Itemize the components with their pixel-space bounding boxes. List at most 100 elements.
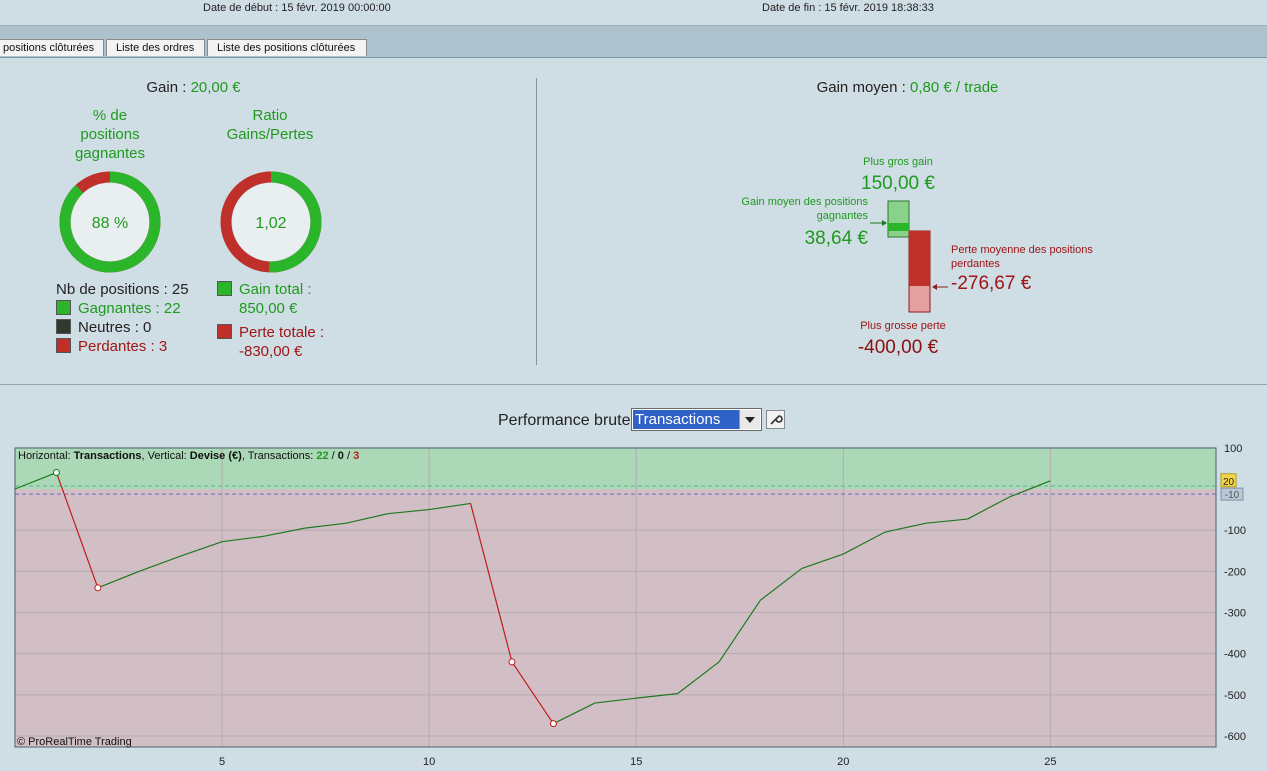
equity-segment-10 <box>387 508 430 515</box>
equity-segment-20 <box>801 553 844 570</box>
ratio-donut-value: 1,02 <box>255 215 286 232</box>
equity-segment-3 <box>97 570 140 589</box>
pct-donut-win-arc <box>59 171 161 273</box>
ratio-donut-win-arc <box>220 171 322 273</box>
biggest-gain-value: 150,00 € <box>861 173 935 194</box>
y-tick-label--400: -400 <box>1224 649 1246 661</box>
equity-point-1 <box>52 469 60 477</box>
info-mid: , Vertical: <box>142 450 190 462</box>
info-losses: 3 <box>353 450 359 462</box>
neutral-swatch <box>56 319 71 334</box>
performance-label: Performance brute <box>498 412 631 429</box>
avg-win-arrowhead <box>882 220 887 226</box>
equity-segment-18 <box>718 599 761 663</box>
equity-segment-21 <box>842 531 885 555</box>
avg-gain-value: 0,80 € / trade <box>909 79 999 96</box>
start-date: Date de début : 15 févr. 2019 00:00:00 <box>203 2 391 14</box>
current-value-badge <box>1220 473 1237 488</box>
info-vertical-value: Devise (€) <box>190 450 242 462</box>
positive-area <box>15 448 1216 489</box>
tab-liste-positions-cloturees[interactable]: Liste des positions clôturées <box>207 39 367 56</box>
gain-label: Gain : <box>146 79 187 96</box>
tab-positions-cloturees[interactable]: positions clôturées <box>0 39 104 56</box>
equity-segment-19 <box>760 567 803 601</box>
total-gain-label: Gain total : <box>239 281 312 298</box>
x-tick-label-5: 5 <box>219 756 225 768</box>
biggest-loss-value: -400,00 € <box>857 337 939 358</box>
chart-info-text: Horizontal: Transactions, Vertical: Devi… <box>18 450 359 462</box>
ref-value-text: -10 <box>1225 490 1240 501</box>
end-date-value: 15 févr. 2019 18:38:33 <box>824 2 934 14</box>
equity-chart: 5 10 15 20 25100-100-200-300-400-500-60020-1… <box>14 443 1246 768</box>
avg-gain-header: Gain moyen : 0,80 € / trade <box>780 79 1035 96</box>
equity-segment-4 <box>139 555 181 572</box>
pct-donut-center <box>71 183 149 261</box>
avg-loss-label-line1: Perte moyenne des positions <box>951 244 1093 256</box>
equity-segment-8 <box>304 522 347 529</box>
nb-positions: Nb de positions : 25 <box>56 281 189 298</box>
avg-loss-label-line2: perdantes <box>951 258 1000 270</box>
avg-win-label: Gain moyen des positions gagnantes <box>720 195 868 223</box>
end-date-label: Date de fin : <box>762 2 822 14</box>
losers-count: Perdantes : 3 <box>78 338 168 355</box>
avg-win-label-line2: gagnantes <box>816 210 868 222</box>
x-tick-label-10: 10 <box>423 756 435 768</box>
gain-loss-bars <box>870 200 948 313</box>
info-horizontal-value: Transactions <box>74 450 142 462</box>
total-gain-swatch <box>217 281 232 296</box>
info-prefix: Horizontal: <box>18 450 74 462</box>
total-gain-value: 850,00 € <box>239 300 298 317</box>
pct-title-line3: gagnantes <box>74 145 146 162</box>
avg-win-bar <box>888 223 909 231</box>
pct-winners-title: % de positions gagnantes <box>50 106 170 163</box>
equity-segment-24 <box>967 496 1010 520</box>
neutral-count: Neutres : 0 <box>78 319 152 336</box>
x-tick-label-25: 25 <box>1044 756 1056 768</box>
current-value-text: 20 <box>1223 477 1235 488</box>
losers-swatch <box>56 338 71 353</box>
tab-strip: positions clôturées Liste des ordres Lis… <box>0 26 1267 58</box>
avg-loss-label: Perte moyenne des positions perdantes <box>951 243 1101 271</box>
ratio-donut-center <box>232 183 310 261</box>
total-loss-label: Perte totale : <box>239 324 325 341</box>
gain-value: 20,00 € <box>190 79 241 96</box>
equity-segment-23 <box>926 518 968 524</box>
total-loss-swatch <box>217 324 232 339</box>
equity-segment-13 <box>511 661 554 725</box>
start-date-value: 15 févr. 2019 00:00:00 <box>281 2 391 14</box>
summary-panel <box>0 58 1267 385</box>
y-tick-label--200: -200 <box>1224 566 1246 578</box>
info-sep2: / <box>344 450 353 462</box>
x-tick-label-15: 15 <box>630 756 642 768</box>
info-sep1: / <box>329 450 338 462</box>
equity-segment-1 <box>14 471 57 490</box>
winners-swatch <box>56 300 71 315</box>
equity-segment-12 <box>469 503 513 663</box>
wrench-icon[interactable] <box>766 410 785 429</box>
ratio-title-line1: Ratio <box>252 107 288 124</box>
biggest-gain-bar <box>887 200 910 238</box>
pct-title-line2: positions <box>80 126 140 143</box>
y-tick-label--300: -300 <box>1224 608 1246 620</box>
ratio-title-line2: Gains/Pertes <box>226 126 314 143</box>
info-tail: , Transactions: <box>242 450 317 462</box>
info-neutral: 0 <box>338 450 344 462</box>
watermark: © ProRealTime Trading <box>17 736 132 748</box>
chevron-down-icon[interactable] <box>739 410 760 429</box>
equity-segment-16 <box>636 693 678 699</box>
equity-segment-9 <box>346 513 388 524</box>
equity-point-13 <box>549 720 557 728</box>
dropdown-selected-value: Transactions <box>633 410 739 429</box>
biggest-loss-label: Plus grosse perte <box>860 320 946 332</box>
equity-segment-15 <box>594 697 637 704</box>
end-date: Date de fin : 15 févr. 2019 18:38:33 <box>762 2 934 14</box>
x-tick-label-20: 20 <box>837 756 849 768</box>
total-loss-value: -830,00 € <box>239 343 303 360</box>
y-tick-label--100: -100 <box>1224 525 1246 537</box>
tab-liste-ordres[interactable]: Liste des ordres <box>106 39 205 56</box>
equity-segment-17 <box>677 661 720 695</box>
avg-loss-bar <box>909 231 930 286</box>
equity-segment-5 <box>180 541 223 557</box>
performance-dropdown[interactable]: Transactions <box>631 408 762 431</box>
biggest-gain-label: Plus gros gain <box>863 156 933 168</box>
